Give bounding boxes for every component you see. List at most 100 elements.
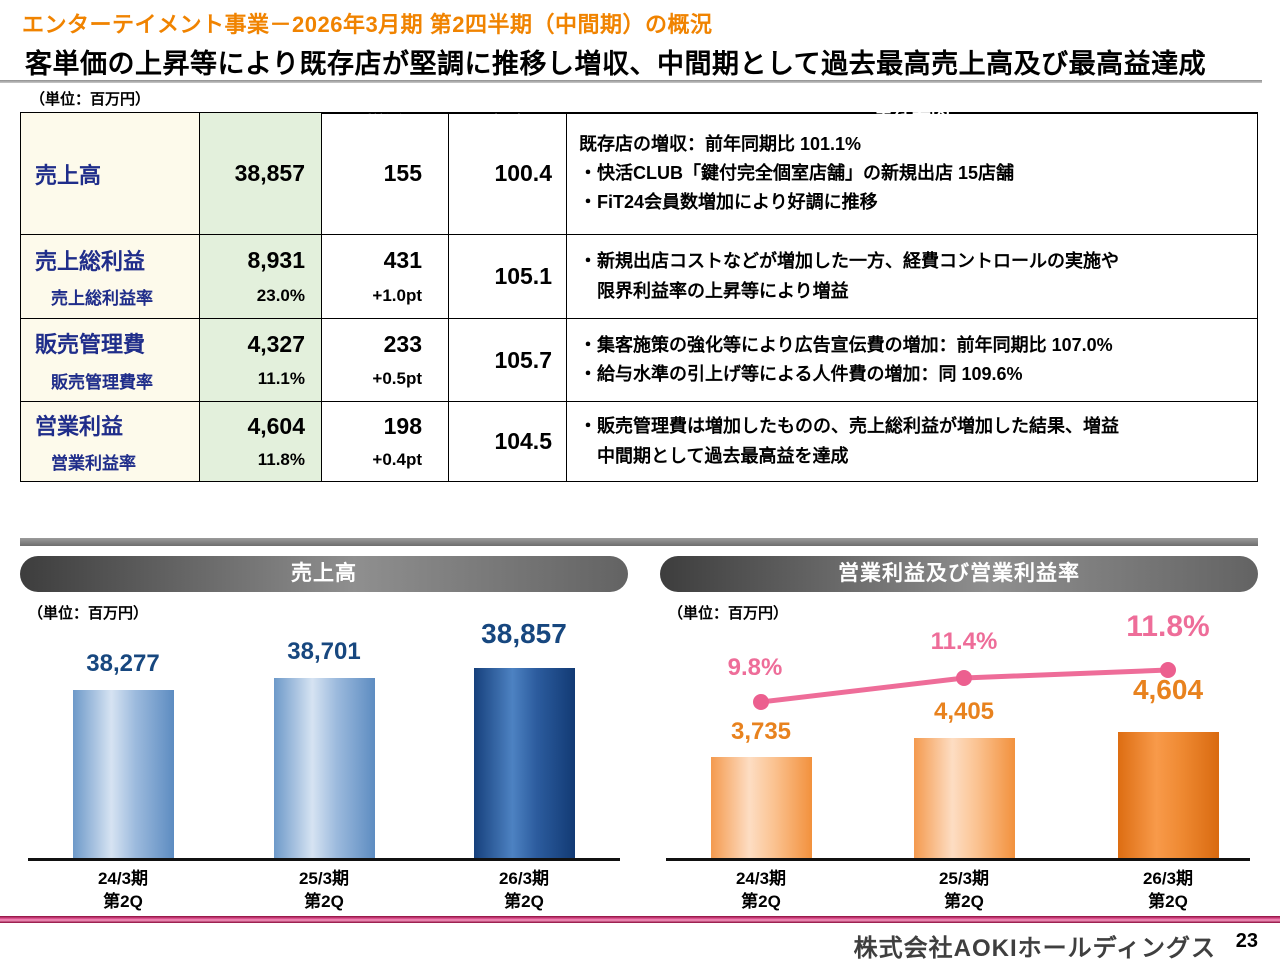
row-ratio: 100.4	[494, 160, 552, 186]
rate-marker-24	[753, 694, 769, 710]
row-label-cell: 販売管理費 販売管理費率	[21, 319, 200, 402]
row-change-cell: 198 +0.4pt	[322, 402, 449, 482]
factor-line: ・FiT24会員数増加により好調に推移	[579, 192, 878, 213]
row-change: 431	[383, 247, 422, 273]
header-yoy: 前年同期比 （％）	[449, 90, 567, 135]
profit-bar-value: 4,405	[933, 698, 995, 725]
row-change-cell: 233 +0.5pt	[322, 319, 449, 402]
row-rate-value: 23.0%	[256, 286, 305, 305]
x-label-line1: 25/3期	[938, 869, 990, 888]
row-ratio: 104.5	[494, 428, 552, 454]
operating-profit-chart: 営業利益及び営業利益率 （単位：百万円） 3,735 4,405 4,604 9…	[660, 556, 1258, 926]
row-label: 売上総利益	[35, 248, 146, 274]
row-rate-change: +0.5pt	[372, 369, 422, 389]
row-change-cell: 155	[322, 113, 449, 235]
header-factors: 主な要因	[567, 102, 1257, 123]
footer-divider	[0, 916, 1280, 923]
sales-bar-chart: 売上高 （単位：百万円） 38,277 38,701 38,857 24/3期 …	[20, 556, 628, 926]
slide-subtitle: 客単価の上昇等により既存店が堅調に推移し増収、中間期として過去最高売上高及び最高…	[25, 49, 1207, 79]
factor-line: ・販売管理費は増加したものの、売上総利益が増加した結果、増益	[579, 416, 1119, 437]
row-factors-cell: ・販売管理費は増加したものの、売上総利益が増加した結果、増益 中間期として過去最…	[567, 402, 1257, 482]
header-yoy-line2: （％）	[478, 114, 536, 135]
row-ratio-cell: 100.4	[449, 113, 567, 235]
profit-x-label: 26/3期 第2Q	[1088, 868, 1248, 914]
header-actual-line1: 26/3期	[232, 90, 289, 112]
factor-line: 限界利益率の上昇等により増益	[579, 280, 849, 301]
factor-line: ・集客施策の強化等により広告宣伝費の増加：前年同期比 107.0%	[579, 334, 1113, 355]
x-label-line1: 25/3期	[298, 869, 350, 888]
x-label-line2: 第2Q	[103, 891, 143, 911]
row-ratio: 105.7	[494, 346, 552, 373]
sales-bar-25	[274, 678, 375, 858]
row-value-cell: 38,857	[200, 113, 322, 235]
profit-bar-26	[1118, 732, 1219, 858]
row-rate-label: 販売管理費率	[51, 372, 153, 392]
row-label-cell: 売上総利益 売上総利益率	[21, 235, 200, 319]
row-rate-value: 11.8%	[257, 450, 305, 470]
row-label-cell: 営業利益 営業利益率	[21, 402, 200, 482]
row-label-cell: 売上高	[21, 113, 200, 235]
header-yoy-line1: 前年同期比	[459, 90, 555, 112]
row-value-cell: 4,604 11.8%	[200, 402, 322, 482]
profit-chart-unit: （単位：百万円）	[668, 605, 789, 622]
sales-x-label: 25/3期 第2Q	[244, 868, 404, 914]
rate-marker-25	[956, 670, 972, 686]
row-change: 198	[383, 412, 422, 439]
row-value: 4,327	[247, 330, 305, 357]
row-rate-change: +0.4pt	[372, 450, 422, 470]
x-label-line1: 26/3期	[498, 869, 550, 888]
profit-bar-value: 3,735	[730, 718, 792, 745]
sales-bar-26	[474, 668, 575, 858]
row-ratio-cell: 105.1	[449, 235, 567, 319]
factor-line: ・給与水準の引上げ等による人件費の増加：同 109.6%	[579, 364, 1023, 384]
row-factors-cell: 既存店の増収：前年同期比 101.1% ・快活CLUB「鍵付完全個室店舗」の新規…	[567, 113, 1257, 235]
table-row-gross-profit: 売上総利益 売上総利益率 8,931 23.0% 431 +1.0pt 105.…	[21, 235, 1257, 319]
sales-chart-unit: （単位：百万円）	[28, 605, 149, 622]
header-change-line1: 対前年同期	[337, 90, 433, 112]
row-label: 売上高	[35, 162, 102, 188]
factor-line: ・快活CLUB「鍵付完全個室店舗」の新規出店 15店舗	[579, 162, 1015, 183]
row-rate-change: +1.0pt	[372, 286, 422, 305]
table-row-sales: 売上高 38,857 155 100.4 既存店の増収：前年同期比 101.1%…	[21, 113, 1257, 235]
row-rate-value: 11.1%	[257, 369, 305, 389]
row-rate-label: 売上総利益率	[51, 289, 153, 309]
profit-bar-value: 4,604	[1132, 674, 1204, 705]
profit-rate-label: 9.8%	[727, 654, 783, 681]
sales-bar-value: 38,701	[287, 638, 361, 665]
factor-line: 既存店の増収：前年同期比 101.1%	[579, 133, 862, 154]
sales-bar-value: 38,277	[86, 650, 160, 677]
x-label-line2: 第2Q	[741, 891, 781, 911]
sales-chart-title: 売上高	[20, 556, 628, 592]
profit-bar-25	[914, 738, 1015, 858]
company-name: 株式会社AOKIホールディングス	[853, 935, 1216, 962]
row-value-cell: 8,931 23.0%	[200, 235, 322, 319]
x-label-line1: 24/3期	[97, 869, 149, 888]
x-label-line2: 第2Q	[1148, 891, 1188, 911]
row-value-cell: 4,327 11.1%	[200, 319, 322, 402]
profit-rate-label: 11.4%	[930, 628, 998, 655]
header-change: 対前年同期 増減	[322, 90, 449, 135]
page-number: 23	[1235, 930, 1258, 952]
x-label-line2: 第2Q	[944, 891, 984, 911]
row-value: 4,604	[247, 412, 305, 439]
slide-title: エンターテイメント事業－2026年3月期 第2四半期（中間期）の概況	[22, 12, 713, 37]
header-factors-line1: 主な要因	[873, 102, 950, 124]
profit-x-label: 25/3期 第2Q	[884, 868, 1044, 914]
row-change: 155	[383, 160, 422, 186]
row-value: 38,857	[234, 160, 305, 186]
sales-bar-value: 38,857	[481, 618, 567, 649]
x-label-line1: 26/3期	[1142, 869, 1194, 888]
profit-chart-title: 営業利益及び営業利益率	[660, 556, 1258, 592]
profit-x-axis	[666, 858, 1250, 861]
x-label-line2: 第2Q	[504, 891, 544, 911]
row-ratio-cell: 105.7	[449, 319, 567, 402]
factor-line: ・新規出店コストなどが増加した一方、経費コントロールの実施や	[579, 251, 1119, 272]
table-row-sga: 販売管理費 販売管理費率 4,327 11.1% 233 +0.5pt 105.…	[21, 319, 1257, 402]
row-rate-label: 営業利益率	[51, 453, 136, 473]
row-factors-cell: ・集客施策の強化等により広告宣伝費の増加：前年同期比 107.0% ・給与水準の…	[567, 319, 1257, 402]
sales-x-label: 26/3期 第2Q	[444, 868, 604, 914]
row-change-cell: 431 +1.0pt	[322, 235, 449, 319]
factor-line: 中間期として過去最高益を達成	[579, 445, 849, 466]
financial-summary-table: 26/3期 第2Q実績 対前年同期 増減 前年同期比 （％） 主な要因 売上高 …	[20, 90, 1258, 482]
row-factors-cell: ・新規出店コストなどが増加した一方、経費コントロールの実施や 限界利益率の上昇等…	[567, 235, 1257, 319]
